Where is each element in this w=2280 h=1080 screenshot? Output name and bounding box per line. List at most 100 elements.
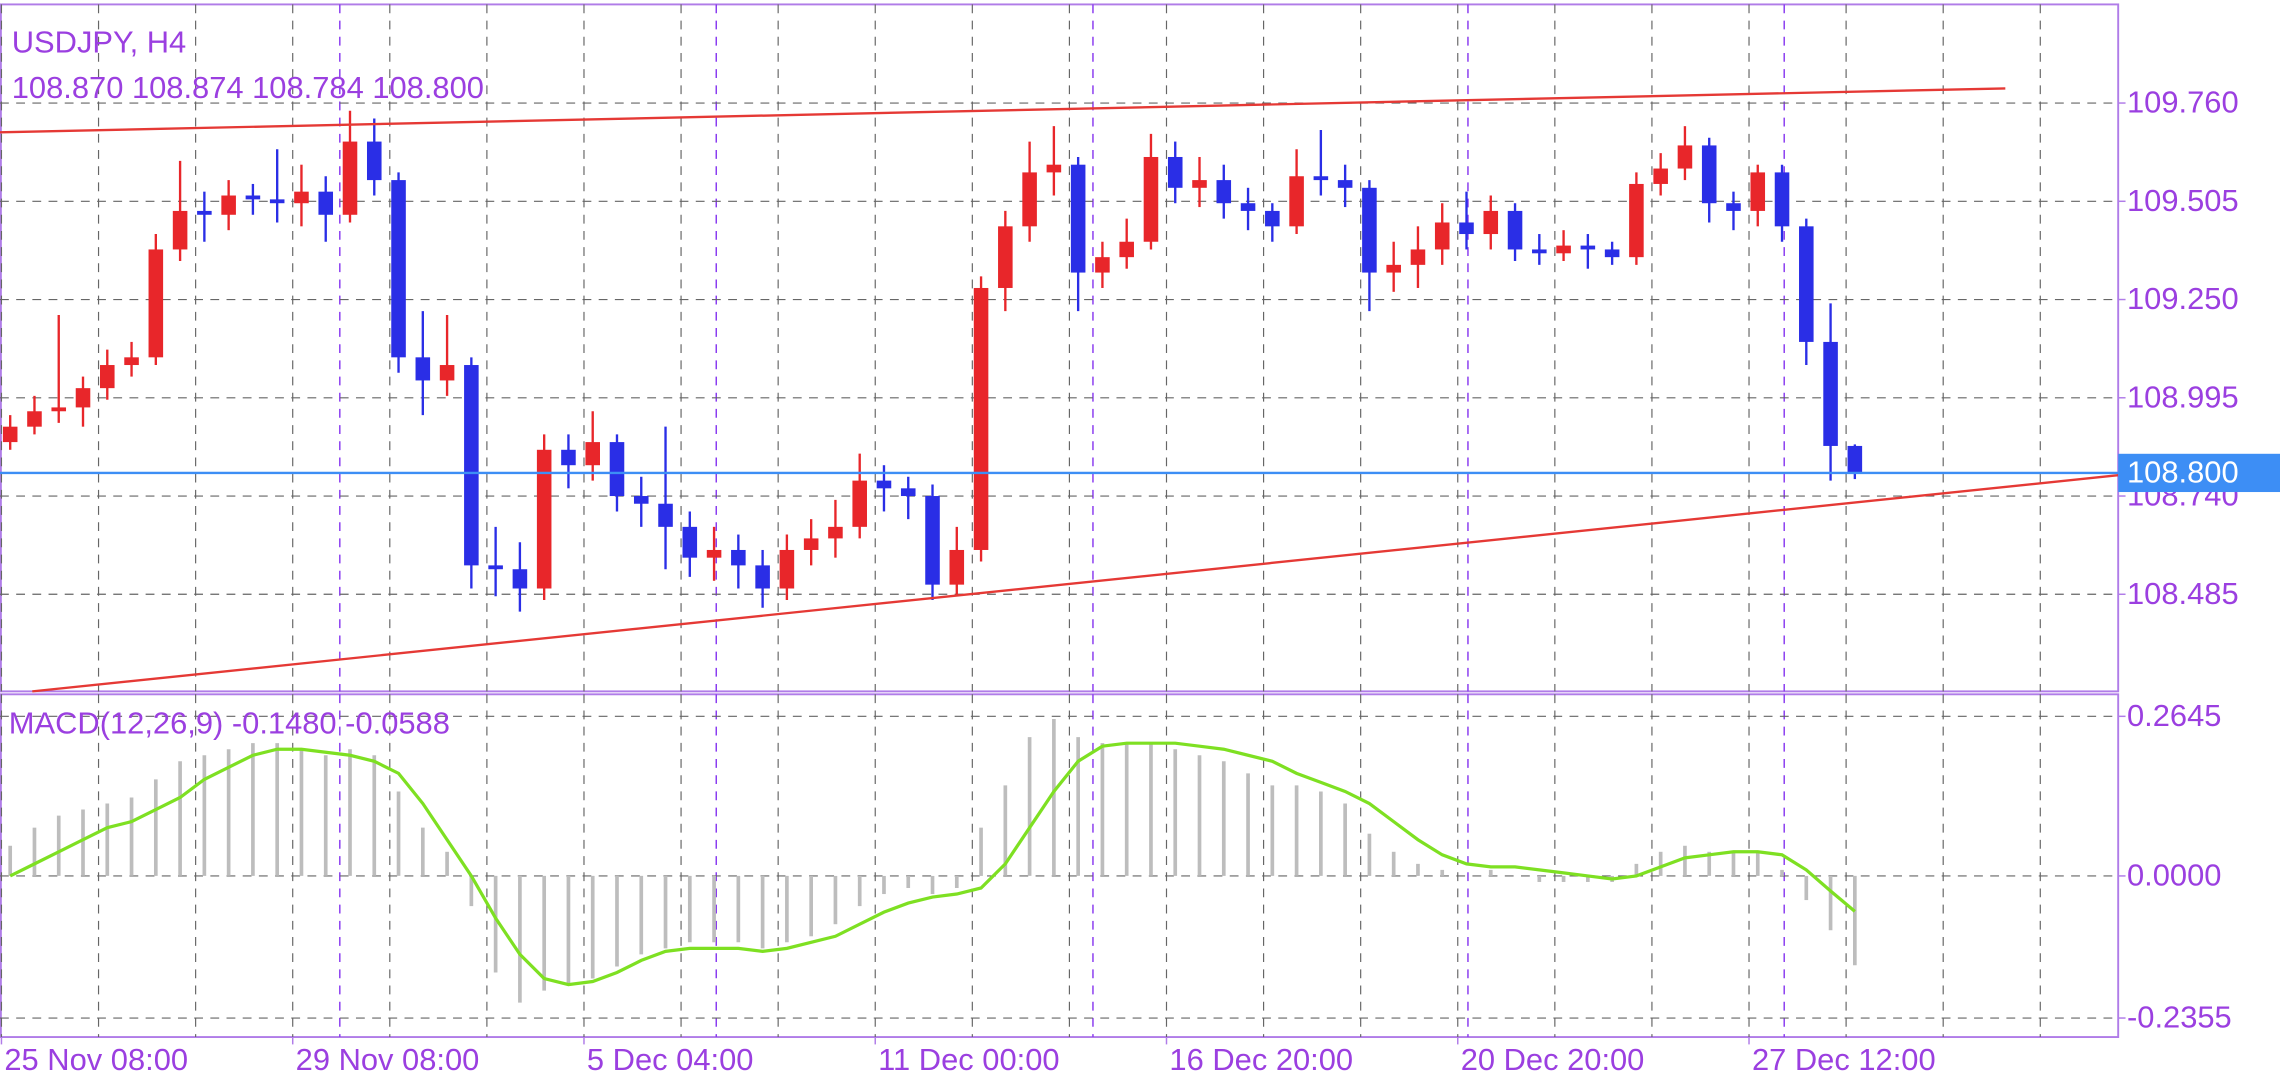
candle-body [1774, 172, 1790, 227]
candle-body [1216, 180, 1232, 204]
candle-body [342, 141, 358, 215]
y-tick-label: 109.505 [2127, 183, 2239, 218]
candle-body [1119, 241, 1134, 258]
x-tick-label: 11 Dec 00:00 [878, 1042, 1059, 1077]
candle-body [2, 426, 18, 443]
candle-body [1070, 164, 1086, 273]
candle-body [1386, 264, 1401, 273]
y-tick-label: 0.0000 [2127, 858, 2221, 893]
y-tick-label: 108.995 [2127, 379, 2239, 414]
candle-body [779, 549, 795, 589]
y-tick-label: 109.760 [2127, 85, 2239, 120]
candle-body [1192, 180, 1207, 188]
candle-body [27, 411, 42, 427]
candle-body [1556, 245, 1571, 254]
price-panel-frame [0, 3, 2120, 693]
candle-body [99, 365, 115, 389]
candle-body [1434, 222, 1450, 250]
y-tick-label: -0.2355 [2127, 1000, 2232, 1035]
candle-body [1507, 210, 1523, 250]
candle-body [318, 191, 334, 215]
candle-body [658, 503, 673, 527]
current-price-box [2118, 453, 2280, 493]
candle-body [1701, 145, 1717, 204]
macd-signal-line [9, 741, 1856, 987]
macd-panel-frame [0, 693, 2120, 1039]
candle-body [1629, 183, 1644, 258]
macd-title: MACD(12,26,9) -0.1480 -0.0588 [9, 705, 450, 740]
candle-body [998, 226, 1013, 288]
current-price-label: 108.800 [2127, 455, 2239, 490]
candle-body [512, 569, 528, 589]
candle-body [1167, 156, 1183, 188]
candle-body [682, 526, 698, 558]
x-tick-label: 5 Dec 04:00 [587, 1042, 753, 1077]
trendline [0, 87, 2006, 134]
candle-body [1265, 210, 1280, 227]
candle-body [1095, 257, 1110, 273]
trendline [32, 474, 2119, 693]
x-tick-label: 25 Nov 08:00 [4, 1042, 188, 1077]
candle-body [294, 191, 309, 204]
y-tick-label: 109.250 [2127, 281, 2239, 316]
candle-body [1847, 445, 1863, 473]
candle-body [828, 526, 843, 539]
candle-body [1604, 249, 1620, 258]
candle-body [1750, 172, 1766, 211]
candle-body [1483, 210, 1499, 235]
candle-body [536, 449, 552, 589]
candle-body [1289, 176, 1304, 227]
candle-body [706, 549, 722, 558]
candle-body [124, 357, 139, 366]
candle-body [488, 565, 503, 570]
x-tick-label: 29 Nov 08:00 [296, 1042, 480, 1077]
candle-body [172, 210, 188, 250]
candle-body [1022, 172, 1037, 227]
candle-body [1240, 203, 1256, 211]
candle-body [852, 480, 867, 527]
y-tick-label: 0.2645 [2127, 698, 2221, 733]
candle-body [1580, 245, 1596, 250]
candle-body [633, 496, 649, 504]
candle-body [949, 549, 965, 585]
candle-body [464, 365, 479, 566]
candle-body [585, 442, 600, 466]
candle-body [1362, 187, 1377, 273]
candle-body [1532, 249, 1547, 254]
candle-body [755, 565, 770, 589]
candle-body [245, 195, 261, 200]
candle-body [1677, 145, 1693, 169]
symbol-title: USDJPY, H4 [12, 24, 186, 59]
candle-body [1459, 222, 1474, 235]
candle-body [925, 496, 940, 585]
x-tick-label: 27 Dec 12:00 [1752, 1042, 1936, 1077]
x-tick-label: 16 Dec 20:00 [1169, 1042, 1353, 1077]
candle-body [391, 180, 406, 358]
candle-body [1313, 176, 1329, 181]
candle-body [609, 442, 625, 497]
candle-body [439, 365, 455, 381]
candle-body [1046, 164, 1062, 173]
candle-body [561, 449, 576, 466]
candle-body [197, 210, 212, 215]
candle-body [731, 549, 746, 566]
x-tick-label: 20 Dec 20:00 [1461, 1042, 1645, 1077]
candle-body [1143, 156, 1159, 242]
candle-body [803, 538, 819, 550]
y-tick-label: 108.485 [2127, 576, 2239, 611]
candle-body [973, 287, 989, 550]
candle-body [269, 199, 285, 204]
candle-body [900, 488, 916, 497]
candle-body [1823, 341, 1838, 446]
ohlc-readout: 108.870 108.874 108.784 108.800 [12, 70, 484, 105]
candle-body [221, 195, 236, 215]
candle-body [366, 141, 382, 181]
candle-body [1653, 168, 1668, 184]
candle-body [415, 357, 431, 381]
candle-body [1410, 249, 1426, 265]
candle-body [876, 480, 892, 489]
candle-body [75, 388, 91, 408]
candle-body [1726, 203, 1741, 211]
